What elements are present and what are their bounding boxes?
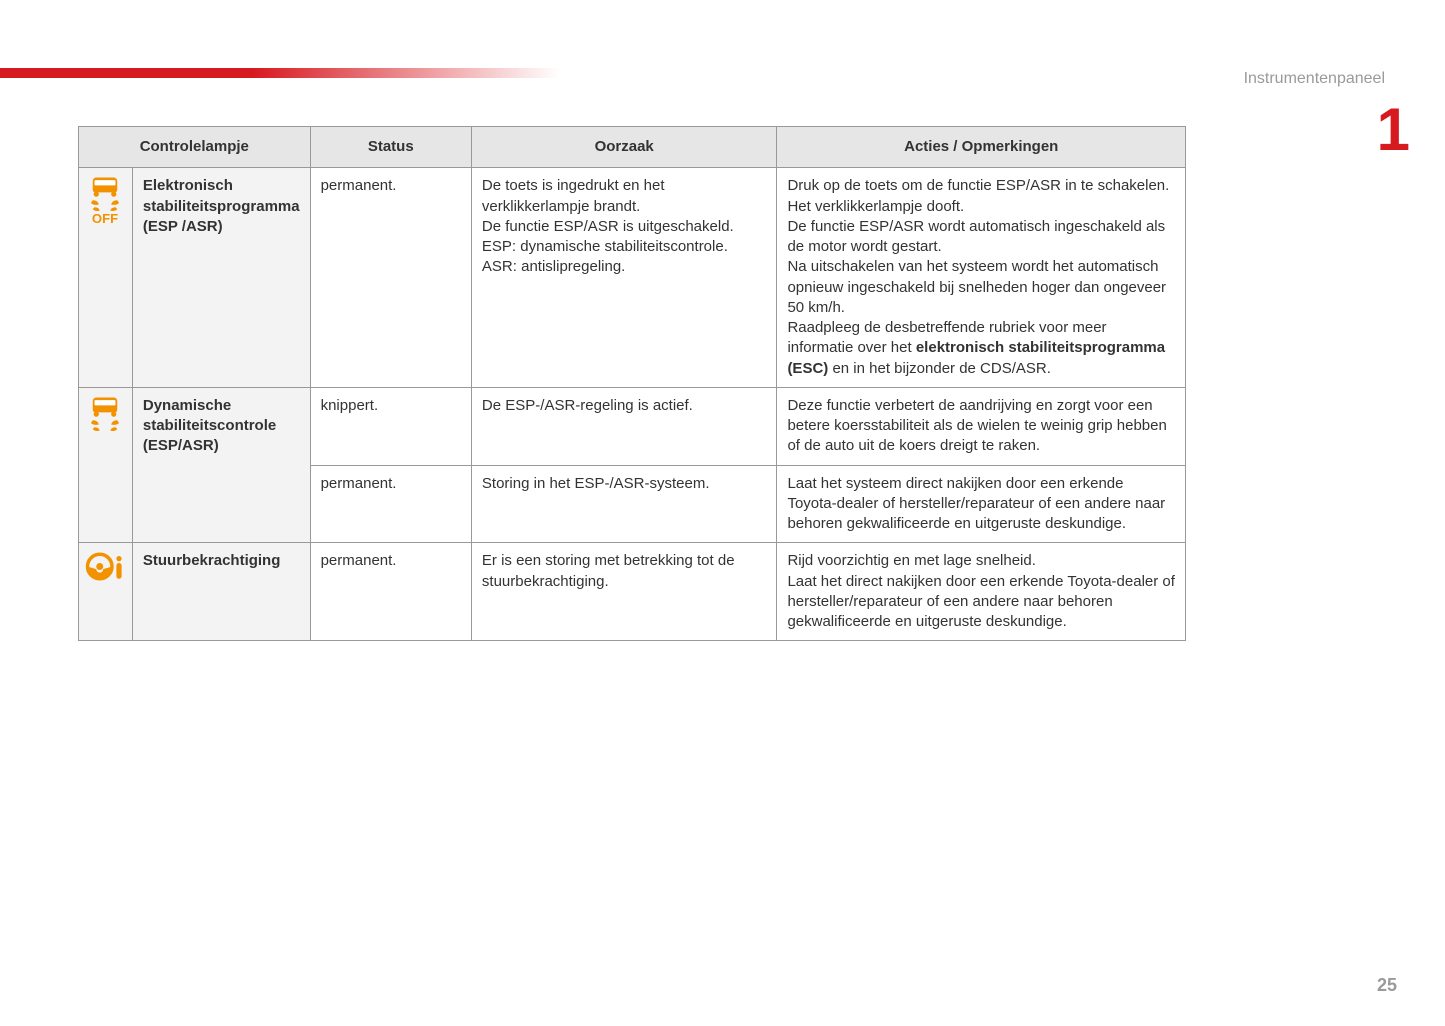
- chapter-number: 1: [1377, 100, 1410, 160]
- action-text-pre: Laat het systeem direct nakijken door ee…: [787, 475, 1165, 533]
- header-lamp: Controlelampje: [79, 127, 311, 168]
- header-actions: Acties / Opmerkingen: [777, 127, 1186, 168]
- esp-on-icon: [84, 394, 126, 436]
- table-row: OFF Elektronisch stabiliteitsprogramma (…: [79, 168, 1186, 388]
- header-cause: Oorzaak: [471, 127, 777, 168]
- status-cell: permanent.: [310, 168, 471, 388]
- header-red-bar: [0, 68, 560, 78]
- action-cell: Druk op de toets om de functie ESP/ASR i…: [777, 168, 1186, 388]
- action-text-pre: Deze functie verbetert de aandrijving en…: [787, 397, 1166, 455]
- header-status: Status: [310, 127, 471, 168]
- status-cell: knippert.: [310, 387, 471, 465]
- action-text-pre: Druk op de toets om de functie ESP/ASR i…: [787, 177, 1169, 356]
- lamp-name: Dynamische stabiliteitscontrole (ESP/ASR…: [132, 387, 310, 543]
- action-cell: Laat het systeem direct nakijken door ee…: [777, 465, 1186, 543]
- table-header-row: Controlelampje Status Oorzaak Acties / O…: [79, 127, 1186, 168]
- cause-cell: De toets is ingedrukt en het verklikkerl…: [471, 168, 777, 388]
- status-cell: permanent.: [310, 465, 471, 543]
- table-row: Dynamische stabiliteitscontrole (ESP/ASR…: [79, 387, 1186, 465]
- action-cell: Deze functie verbetert de aandrijving en…: [777, 387, 1186, 465]
- cause-cell: Storing in het ESP-/ASR-systeem.: [471, 465, 777, 543]
- svg-text:OFF: OFF: [92, 211, 118, 226]
- cause-cell: Er is een storing met betrekking tot de …: [471, 543, 777, 641]
- section-label: Instrumentenpaneel: [1244, 70, 1385, 88]
- lamp-name: Stuurbekrachtiging: [132, 543, 310, 641]
- action-cell: Rijd voorzichtig en met lage snelheid.La…: [777, 543, 1186, 641]
- icon-cell: [79, 543, 133, 641]
- esp-off-icon: OFF: [84, 174, 126, 227]
- warning-lights-table: Controlelampje Status Oorzaak Acties / O…: [78, 126, 1186, 641]
- steering-icon: [84, 549, 126, 584]
- table-row: Stuurbekrachtiging permanent. Er is een …: [79, 543, 1186, 641]
- icon-cell: [79, 387, 133, 543]
- cause-cell: De ESP-/ASR-regeling is actief.: [471, 387, 777, 465]
- page-number: 25: [1377, 975, 1397, 996]
- status-cell: permanent.: [310, 543, 471, 641]
- icon-cell: OFF: [79, 168, 133, 388]
- lamp-name: Elektronisch stabiliteitsprogramma (ESP …: [132, 168, 310, 388]
- action-text-post: en in het bijzonder de CDS/ASR.: [828, 360, 1051, 377]
- action-text-pre: Rijd voorzichtig en met lage snelheid.La…: [787, 552, 1174, 630]
